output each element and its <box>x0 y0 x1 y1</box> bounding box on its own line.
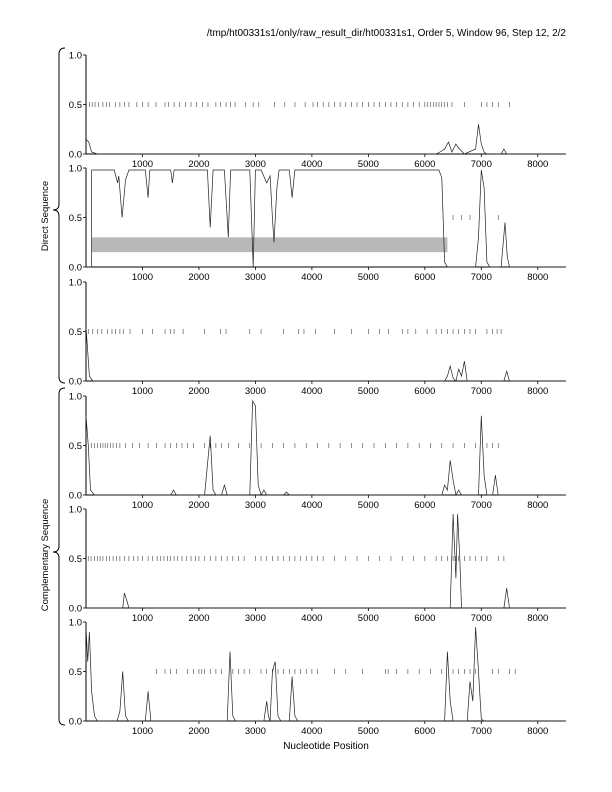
y-tick-label: 0.0 <box>69 604 82 615</box>
x-tick-label: 6000 <box>414 159 435 170</box>
x-tick-label: 5000 <box>358 386 379 397</box>
y-tick-label: 0.0 <box>69 263 82 274</box>
x-tick-label: 3000 <box>245 386 266 397</box>
x-tick-label: 1000 <box>132 159 153 170</box>
y-tick-label: 0.5 <box>69 100 82 111</box>
y-tick-label: 0.5 <box>69 554 82 565</box>
series-line <box>85 626 566 722</box>
x-tick-label: 6000 <box>414 386 435 397</box>
x-tick-label: 6000 <box>414 500 435 511</box>
x-tick-label: 3000 <box>245 272 266 283</box>
x-tick-label: 5000 <box>358 726 379 737</box>
x-tick-label: 1000 <box>132 613 153 624</box>
x-tick-label: 4000 <box>301 726 322 737</box>
y-tick-label: 0.5 <box>69 667 82 678</box>
x-tick-label: 8000 <box>527 272 548 283</box>
y-tick-label: 0.0 <box>69 377 82 388</box>
x-tick-label: 1000 <box>132 386 153 397</box>
x-tick-label: 8000 <box>527 159 548 170</box>
x-tick-label: 6000 <box>414 726 435 737</box>
x-tick-label: 3000 <box>245 726 266 737</box>
x-tick-label: 2000 <box>188 386 209 397</box>
x-axis-label: Nucleotide Position <box>283 741 369 752</box>
y-tick-label: 0.5 <box>69 213 82 224</box>
x-tick-label: 2000 <box>188 500 209 511</box>
y-tick-label: 0.0 <box>69 717 82 728</box>
x-tick-label: 3000 <box>245 500 266 511</box>
x-tick-label: 8000 <box>527 613 548 624</box>
y-tick-label: 1.0 <box>69 164 82 175</box>
x-tick-label: 5000 <box>358 500 379 511</box>
x-tick-label: 1000 <box>132 726 153 737</box>
x-tick-label: 4000 <box>301 500 322 511</box>
x-tick-label: 7000 <box>471 613 492 624</box>
y-tick-label: 0.0 <box>69 491 82 502</box>
chart-frame-4: 0.0 0.5 1.0 1000 2000 3000 4000 5000 6000 7000 800… <box>69 392 566 511</box>
y-tick-label: 1.0 <box>69 505 82 516</box>
x-tick-label: 4000 <box>301 613 322 624</box>
x-tick-label: 1000 <box>132 272 153 283</box>
x-tick-label: 4000 <box>301 272 322 283</box>
shaded-band <box>91 237 448 253</box>
chart-frame-1: 0.0 0.5 1.0 1000 2000 3000 4000 5000 6000 7000 800… <box>69 51 566 170</box>
x-tick-label: 5000 <box>358 272 379 283</box>
x-tick-label: 7000 <box>471 726 492 737</box>
chart-frame-6: 0.0 0.5 1.0 1000 2000 3000 4000 5000 6000 7000 800… <box>69 618 566 737</box>
x-tick-label: 1000 <box>132 500 153 511</box>
series-line <box>86 513 566 609</box>
y-tick-label: 1.0 <box>69 51 82 62</box>
series-line <box>85 124 566 155</box>
series-line <box>86 169 566 268</box>
x-tick-label: 5000 <box>358 159 379 170</box>
y-tick-label: 1.0 <box>69 392 82 403</box>
chart-frames: 0.0 0.5 1.0 1000 2000 3000 4000 5000 6000 7000 800… <box>69 51 566 737</box>
x-tick-label: 2000 <box>188 613 209 624</box>
x-tick-label: 8000 <box>527 500 548 511</box>
y-tick-label: 0.5 <box>69 441 82 452</box>
chart-frame-5: 0.0 0.5 1.0 1000 2000 3000 4000 5000 6000 7000 800… <box>69 505 566 624</box>
x-tick-label: 2000 <box>188 159 209 170</box>
x-tick-label: 3000 <box>245 613 266 624</box>
y-tick-label: 1.0 <box>69 618 82 629</box>
complementary-group-label: Complementary Sequence <box>40 499 51 611</box>
x-tick-label: 5000 <box>358 613 379 624</box>
direct-group-brace <box>52 47 66 384</box>
x-tick-label: 4000 <box>301 386 322 397</box>
x-tick-label: 8000 <box>527 386 548 397</box>
x-tick-label: 7000 <box>471 386 492 397</box>
series-line <box>85 326 566 382</box>
x-tick-label: 7000 <box>471 272 492 283</box>
x-tick-label: 7000 <box>471 500 492 511</box>
chart-frame-3: 0.0 0.5 1.0 1000 2000 3000 4000 5000 6000 7000 800… <box>69 278 566 397</box>
x-tick-label: 3000 <box>245 159 266 170</box>
x-tick-label: 4000 <box>301 159 322 170</box>
y-tick-label: 0.0 <box>69 150 82 161</box>
x-tick-label: 2000 <box>188 272 209 283</box>
chart-frame-2: 0.0 0.5 1.0 1000 2000 3000 4000 5000 6000 7000 800… <box>69 164 566 283</box>
x-tick-label: 8000 <box>527 726 548 737</box>
direct-group-label: Direct Sequence <box>40 181 51 251</box>
header-text: /tmp/ht00331s1/only/raw_result_dir/ht003… <box>207 28 567 39</box>
complementary-group-brace <box>52 387 66 726</box>
x-tick-label: 7000 <box>471 159 492 170</box>
x-tick-label: 2000 <box>188 726 209 737</box>
y-tick-label: 1.0 <box>69 278 82 289</box>
series-line <box>85 399 566 496</box>
y-tick-label: 0.5 <box>69 327 82 338</box>
x-tick-label: 6000 <box>414 613 435 624</box>
x-tick-label: 6000 <box>414 272 435 283</box>
